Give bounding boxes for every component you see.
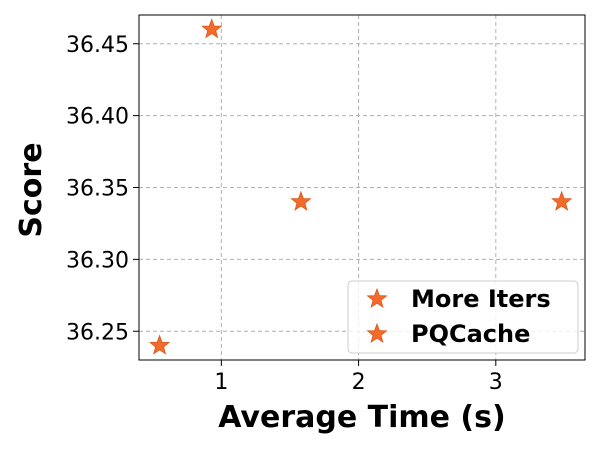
- data-point-star: [201, 18, 223, 39]
- x-tick-label: 3: [489, 370, 503, 395]
- y-tick-label: 36.25: [66, 320, 129, 345]
- legend-marker-star: [366, 322, 388, 344]
- data-points: [148, 18, 573, 355]
- legend-box: [347, 280, 579, 354]
- legend-label: PQCache: [411, 320, 530, 348]
- legend-label: More Iters: [411, 285, 551, 313]
- axis-ticks: 1 2 3 36.25 36.30 36.35 36.40 36.45: [66, 33, 503, 395]
- x-axis-label: Average Time (s): [218, 400, 505, 435]
- y-tick-label: 36.35: [66, 177, 129, 202]
- y-axis-label: Score: [14, 142, 49, 237]
- x-tick-label: 1: [214, 370, 228, 395]
- data-point-star: [290, 190, 312, 211]
- legend-marker-star: [366, 287, 388, 309]
- y-tick-label: 36.45: [66, 33, 129, 58]
- data-point-star: [551, 190, 573, 211]
- y-tick-label: 36.30: [66, 248, 129, 273]
- y-tick-label: 36.40: [66, 105, 129, 130]
- x-tick-label: 2: [352, 370, 366, 395]
- data-point-star: [148, 334, 171, 355]
- legend: More Iters PQCache: [347, 280, 579, 354]
